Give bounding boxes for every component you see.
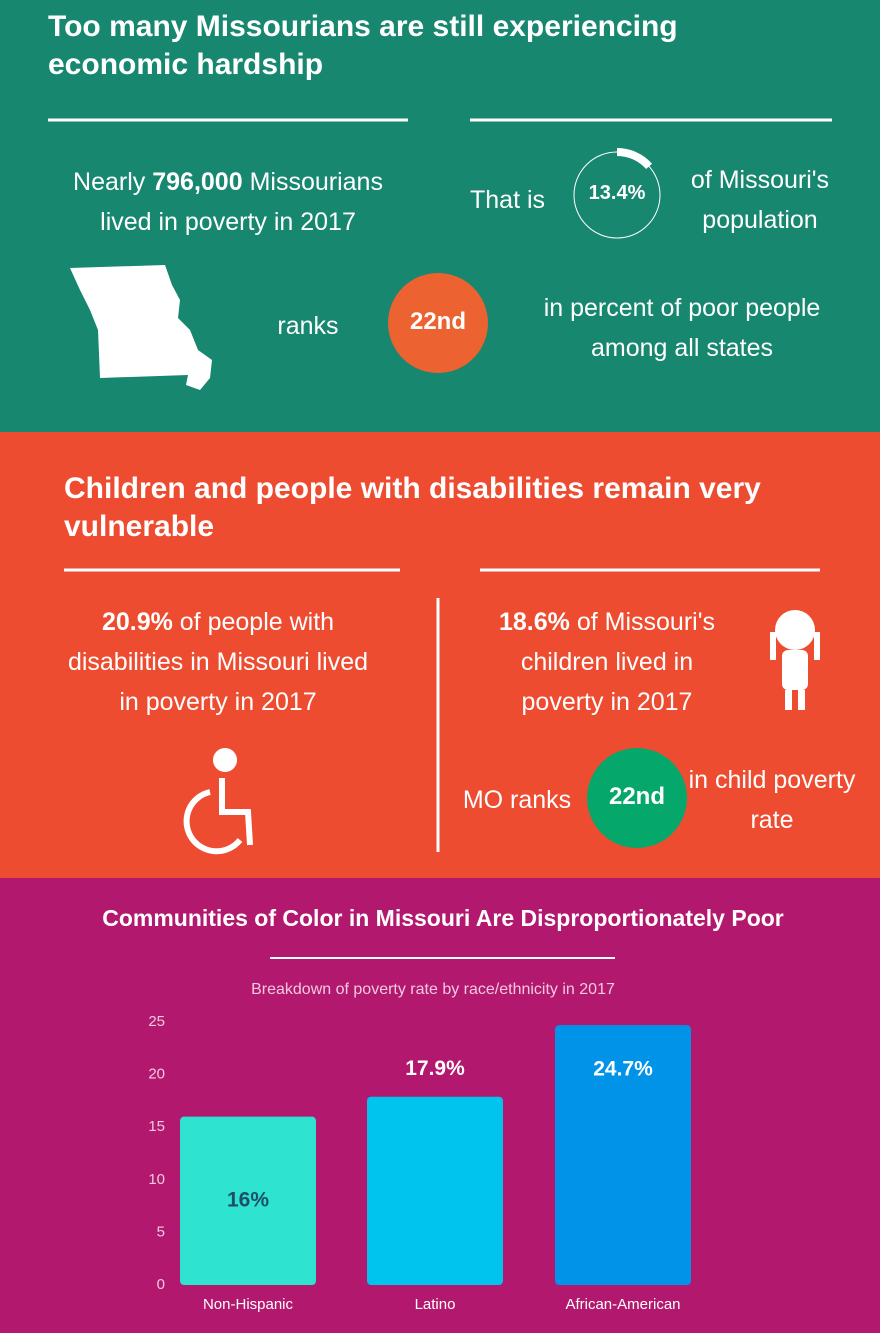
x-tick-label: African-American <box>565 1296 680 1313</box>
y-tick-label: 10 <box>148 1171 165 1188</box>
stat: 20.9% of people with disabilities in Mis… <box>58 602 378 722</box>
value-label: 17.9% <box>405 1057 465 1080</box>
bar <box>180 1116 316 1285</box>
section-title: Children and people with disabilities re… <box>64 472 761 543</box>
stat: 18.6% of Missouri's children lived in po… <box>477 602 737 722</box>
section-title: Too many Missourians are still experienc… <box>48 10 678 81</box>
x-tick-label: Latino <box>415 1296 456 1313</box>
text: of Missouri's children lived in poverty … <box>520 608 715 716</box>
value: 20.9% <box>101 608 173 636</box>
value-label: 16% <box>227 1188 269 1211</box>
value: 796,000 <box>152 168 243 196</box>
y-tick-label: 20 <box>148 1066 165 1083</box>
stat: in percent of poor people among all stat… <box>543 294 821 362</box>
stat: MO ranks <box>462 786 572 814</box>
missouri-map <box>70 265 212 390</box>
rank-value: 22nd <box>409 308 466 335</box>
text: Nearly <box>73 168 146 196</box>
stat: of Missouri's population <box>690 166 830 234</box>
stat: That is <box>470 186 546 214</box>
child-icon <box>770 610 820 710</box>
rank-badge <box>388 273 488 373</box>
chart-subtitle: Breakdown of poverty rate by race/ethnic… <box>251 981 615 998</box>
section-bg <box>0 432 880 878</box>
bar <box>555 1025 691 1285</box>
value: 13.4% <box>588 182 646 204</box>
stat: Nearly 796,000 Missourians lived in pove… <box>48 162 408 242</box>
text: of people with disabilities in Missouri … <box>67 608 369 716</box>
bar <box>367 1096 503 1285</box>
text: Missourians lived in poverty in 2017 <box>100 168 383 236</box>
x-tick-label: Non-Hispanic <box>203 1296 294 1313</box>
rank-value: 22nd <box>608 783 665 810</box>
rank-badge <box>587 748 687 848</box>
y-tick-label: 5 <box>157 1223 165 1240</box>
value-label: 24.7% <box>593 1058 653 1081</box>
y-tick-label: 15 <box>148 1118 165 1135</box>
chart-title: Communities of Color in Missouri Are Dis… <box>102 905 784 931</box>
value: 18.6% <box>499 608 570 636</box>
ring-arc <box>616 148 653 170</box>
stat: ranks <box>277 312 339 340</box>
stat: in child poverty rate <box>688 766 856 834</box>
y-tick-label: 25 <box>148 1013 165 1030</box>
y-tick-label: 0 <box>157 1276 165 1293</box>
wheelchair-icon <box>183 748 253 855</box>
